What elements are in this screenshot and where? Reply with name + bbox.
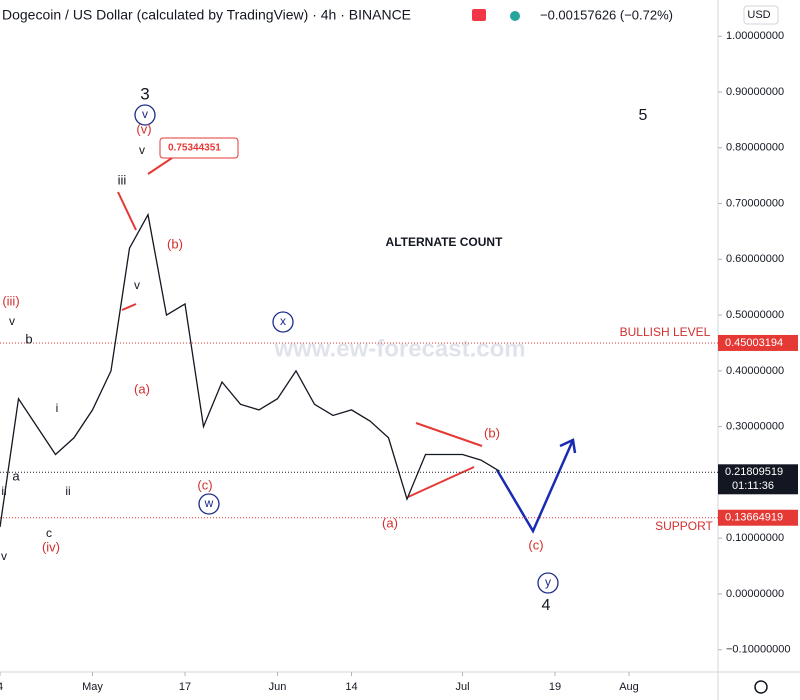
wave-label: SUPPORT: [655, 519, 713, 533]
wave-circle: [134, 104, 156, 126]
y-tick-label: 0.60000000: [726, 253, 784, 265]
flag-icon: [472, 9, 486, 21]
wave-label: (c): [197, 477, 212, 492]
wave-label: v: [9, 314, 15, 328]
high-box: [159, 137, 239, 159]
currency-label: USD: [747, 9, 770, 21]
wave-label: a: [12, 468, 20, 483]
y-tick-label: 0.10000000: [726, 532, 784, 544]
wave-label: b: [25, 331, 32, 346]
wave-label: y: [545, 575, 551, 589]
wave-label: ii: [65, 484, 70, 498]
y-tick-label: 0.00000000: [726, 588, 784, 600]
wave-label: (iv): [42, 539, 60, 554]
wave-label: v: [142, 107, 148, 121]
y-tick-label: 0.90000000: [726, 86, 784, 98]
x-tick-label: May: [82, 681, 103, 693]
wave-label: (a): [382, 515, 398, 530]
wave-label: iii: [118, 172, 127, 187]
wave-circle: [272, 311, 294, 333]
wave-circle: [537, 572, 559, 594]
projection: [495, 439, 575, 534]
wave-label: (b): [167, 236, 183, 251]
y-tick-label: 0.30000000: [726, 421, 784, 433]
wave-label: ALTERNATE COUNT: [386, 235, 504, 249]
level-label: 0.21809519: [725, 466, 783, 478]
y-tick-label: 0.40000000: [726, 365, 784, 377]
wave-label: i: [56, 401, 59, 415]
wave-label: v: [139, 143, 145, 157]
wave-label: v: [134, 278, 140, 292]
wave-label: ii: [1, 484, 6, 498]
price-change: −0.00157626 (−0.72%): [540, 7, 673, 22]
wave-label: 5: [639, 107, 648, 124]
level-label: 0.45003194: [725, 337, 783, 349]
x-tick-label: Jun: [269, 681, 287, 693]
wave-label: (b): [484, 425, 500, 440]
high-label: 0.75344351: [168, 143, 221, 154]
symbol-title: Dogecoin / US Dollar (calculated by Trad…: [2, 7, 411, 23]
wave-label: (a): [134, 381, 150, 396]
currency-button[interactable]: [743, 5, 779, 25]
level-label: 0.13664919: [725, 512, 783, 524]
wave-label: x: [280, 314, 286, 328]
wave-label: (v): [136, 121, 151, 136]
projection-arrow: [559, 438, 577, 454]
x-tick-label: 17: [179, 681, 191, 693]
x-tick-label: 14: [345, 681, 357, 693]
y-tick-label: 1.00000000: [726, 30, 784, 42]
wave-label: BULLISH LEVEL: [620, 325, 711, 339]
level-tag: [718, 509, 798, 526]
wave-label: (c): [528, 537, 543, 552]
level-tag: [718, 334, 798, 351]
price-line: [0, 212, 500, 528]
countdown: 01:11:36: [732, 480, 774, 492]
level-tag: [718, 464, 798, 495]
wave-label: w: [204, 496, 214, 510]
x-tick-label: 19: [549, 681, 561, 693]
wave-label: 4: [542, 597, 551, 614]
x-tick-label: 4: [0, 681, 3, 693]
y-tick-label: 0.70000000: [726, 197, 784, 209]
wave-label: (iii): [2, 293, 19, 308]
wave-circle: [198, 493, 220, 515]
y-tick-label: 0.50000000: [726, 309, 784, 321]
wave-label: v: [1, 549, 7, 563]
x-tick-label: Aug: [619, 681, 639, 693]
y-tick-label: −0.10000000: [726, 644, 791, 656]
wave-label: 3: [140, 84, 149, 103]
settings-icon[interactable]: [754, 680, 768, 694]
wave-label: c: [46, 526, 52, 540]
x-tick-label: Jul: [455, 681, 469, 693]
watermark: www.ew-forecast.com: [273, 335, 525, 362]
y-tick-label: 0.80000000: [726, 142, 784, 154]
status-dot: [510, 11, 520, 21]
